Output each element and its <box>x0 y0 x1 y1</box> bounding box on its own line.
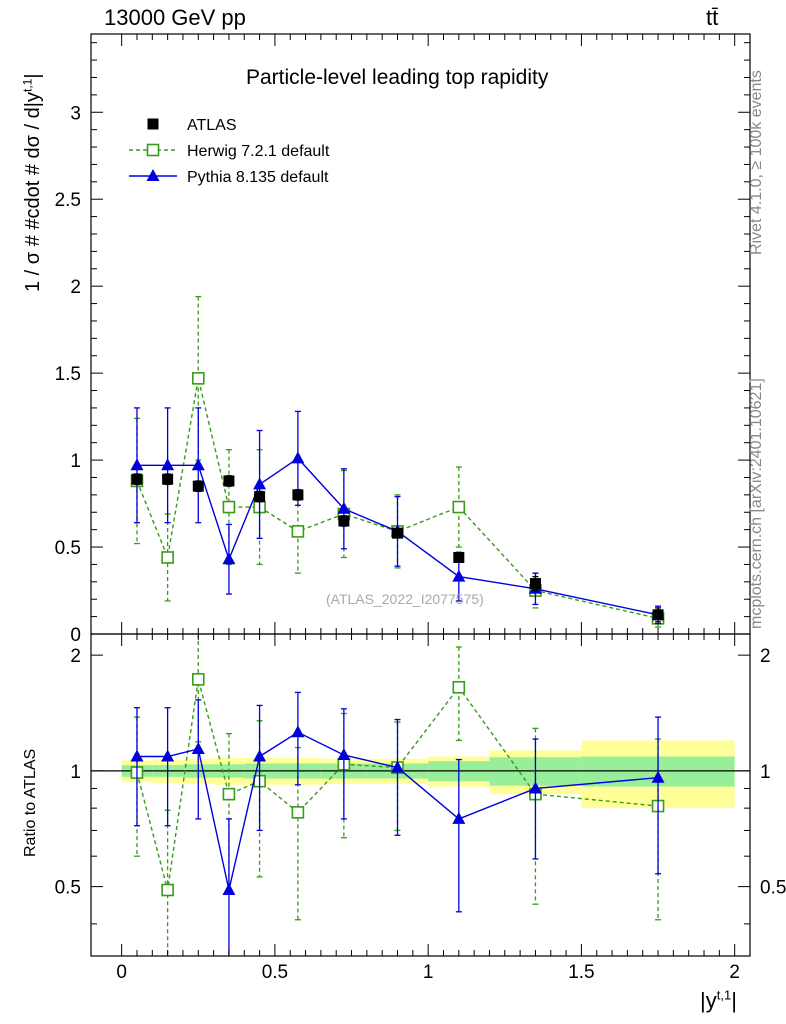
ratio-herwig-point-5 <box>291 806 305 819</box>
main-ytick-label-3: 1.5 <box>55 364 81 385</box>
ratio-frame <box>90 633 751 957</box>
ratio-pythia-point-10 <box>651 770 665 783</box>
legend: ATLAS Herwig 7.2.1 default Pythia 8.135 de… <box>129 117 330 186</box>
ratio-ylabel: Ratio to ATLAS <box>22 748 39 857</box>
ratio-herwig-point-2 <box>191 673 205 686</box>
rivet-label: Rivet 4.1.0, ≥ 100k events <box>748 70 765 255</box>
ratio-xtick-label-4: 2 <box>729 962 740 983</box>
ratio-pythia-point-7 <box>391 760 405 773</box>
ratio-ytick-label-right-2: 2 <box>760 646 771 667</box>
main-atlas-point-9 <box>529 578 541 590</box>
main-pythia-point-0 <box>130 458 144 471</box>
main-atlas-point-5 <box>292 489 304 501</box>
ratio-xtick-label-2: 1 <box>423 962 434 983</box>
main-herwig-point-1 <box>161 551 174 564</box>
ratio-pythia-point-0 <box>130 749 144 762</box>
ratio-ytick-label-left-0: 0.5 <box>55 878 81 899</box>
main-herwig-point-2 <box>191 372 205 385</box>
ratio-herwig-point-8 <box>452 680 466 694</box>
main-ylabel-text: 1 / σ # #cdot # dσ / d|yt,1| <box>20 73 44 292</box>
chart-title: Particle-level leading top rapidity <box>246 66 549 89</box>
main-pythia-point-6 <box>337 501 351 514</box>
main-atlas-point-0 <box>131 473 143 485</box>
legend-pythia-label: Pythia 8.135 default <box>187 169 329 186</box>
main-pythia-point-5 <box>291 451 305 464</box>
legend-herwig-label: Herwig 7.2.1 default <box>187 143 330 160</box>
main-atlas-point-4 <box>254 491 266 503</box>
legend-atlas-label: ATLAS <box>187 117 237 134</box>
main-atlas-point-6 <box>338 515 350 527</box>
main-atlas-point-10 <box>652 609 664 621</box>
ratio-pythia-point-1 <box>161 749 175 762</box>
ratio-pythia-point-4 <box>253 749 267 762</box>
main-ytick-label-1: 0.5 <box>55 538 81 559</box>
ratio-xlabel-text: |yt,1| <box>700 988 737 1014</box>
main-ytick-label-4: 2 <box>70 277 81 298</box>
main-panel-marks <box>130 295 665 628</box>
main-pythia-point-3 <box>222 552 236 565</box>
ratio-xtick-label-0: 0 <box>116 962 127 983</box>
ratio-ytick-label-right-1: 1 <box>760 762 771 783</box>
ratio-pythia-point-6 <box>337 747 351 760</box>
legend-herwig-marker <box>146 143 160 157</box>
ratio-pythia-point-2 <box>191 742 205 755</box>
main-atlas-point-7 <box>392 527 404 539</box>
ratio-pythia-point-5 <box>291 725 305 738</box>
ratio-panel-marks <box>130 634 665 956</box>
main-pythia-point-2 <box>191 458 205 471</box>
legend-atlas-marker <box>147 118 159 130</box>
main-ytick-label-5: 2.5 <box>55 190 81 211</box>
main-pythia-point-4 <box>253 477 267 490</box>
ratio-ytick-label-left-2: 2 <box>70 646 81 667</box>
ratio-xtick-label-1: 0.5 <box>262 962 288 983</box>
mcplots-label: mcplots.cern.ch [arXiv:2401.10621] <box>748 378 765 629</box>
main-atlas-point-8 <box>453 551 465 563</box>
main-herwig-point-3 <box>222 500 236 514</box>
ratio-xlabel: |yt,1| <box>700 988 737 1014</box>
ratio-ytick-label-left-1: 1 <box>70 762 81 783</box>
main-herwig-point-5 <box>291 525 305 538</box>
ratio-herwig-point-1 <box>161 883 174 897</box>
ratio-pythia-point-8 <box>452 811 466 824</box>
energy-label: 13000 GeV pp <box>104 5 246 30</box>
ratio-ytick-label-right-0: 0.5 <box>760 878 786 899</box>
main-atlas-point-2 <box>192 480 204 492</box>
watermark: (ATLAS_2022_I2077575) <box>326 591 484 607</box>
main-pythia-point-8 <box>452 569 466 582</box>
main-ytick-label-2: 1 <box>70 451 81 472</box>
ratio-pythia-point-3 <box>222 882 236 895</box>
main-atlas-point-1 <box>162 473 174 485</box>
main-ytick-label-0: 0 <box>70 625 81 646</box>
panel-frames: 0 0.5 1 1.5 2 2.5 3 0 0.5 1 1.5 2 0.5 0.5 1 1 2 2 <box>55 33 786 983</box>
main-atlas-point-3 <box>223 475 235 487</box>
ratio-xtick-label-3: 1.5 <box>568 962 594 983</box>
ratio-pythia-point-9 <box>528 781 542 794</box>
main-pythia-point-1 <box>161 458 175 471</box>
main-ytick-label-6: 3 <box>70 103 81 124</box>
legend-pythia-marker <box>146 169 160 181</box>
main-herwig-point-8 <box>452 500 466 514</box>
process-label: tt̄ <box>706 5 719 30</box>
main-ylabel: 1 / σ # #cdot # dσ / d|yt,1| <box>20 73 45 292</box>
ratio-herwig-point-3 <box>222 787 236 801</box>
